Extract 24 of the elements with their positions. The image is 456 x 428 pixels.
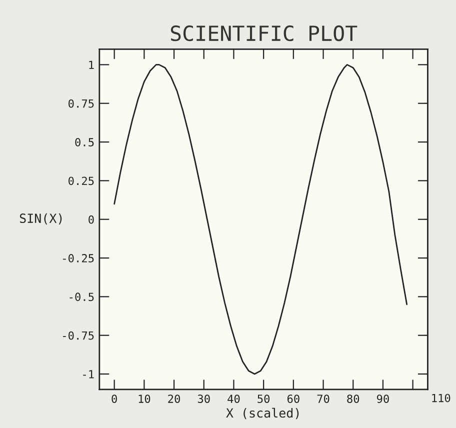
- y-tick-label: -0.25: [63, 254, 94, 262]
- x-tick-label: 40: [228, 394, 240, 403]
- y-tick-label: -0.75: [63, 331, 94, 340]
- line-series: [114, 64, 408, 375]
- y-tick-label: 1: [89, 60, 94, 69]
- x-tick-label: 90: [376, 394, 389, 403]
- x-tick-label: 20: [168, 394, 180, 403]
- y-tick-label: 0: [88, 215, 94, 224]
- y-tick-label: -0.5: [70, 292, 94, 302]
- x-tick-label: 80: [347, 394, 360, 403]
- x-tick-label: 50: [258, 394, 270, 403]
- y-tick-label: 0.25: [68, 176, 94, 186]
- x-tick-label: 60: [287, 394, 300, 403]
- y-tick-label: -1: [83, 370, 94, 378]
- chart-title: SCIENTIFIC PLOT: [170, 25, 358, 42]
- x-tick-label: 10: [138, 394, 150, 403]
- x-tick-label: 70: [317, 394, 330, 403]
- y-tick-label: 0.5: [75, 138, 94, 146]
- x-axis-title: X (scaled): [226, 408, 299, 420]
- x-tick-label: 30: [198, 394, 210, 403]
- x-tick-label: 0: [112, 394, 117, 403]
- text: 110: [432, 394, 450, 402]
- y-tick-label: 0.75: [68, 99, 94, 108]
- y-axis-title: SIN(X): [20, 213, 62, 224]
